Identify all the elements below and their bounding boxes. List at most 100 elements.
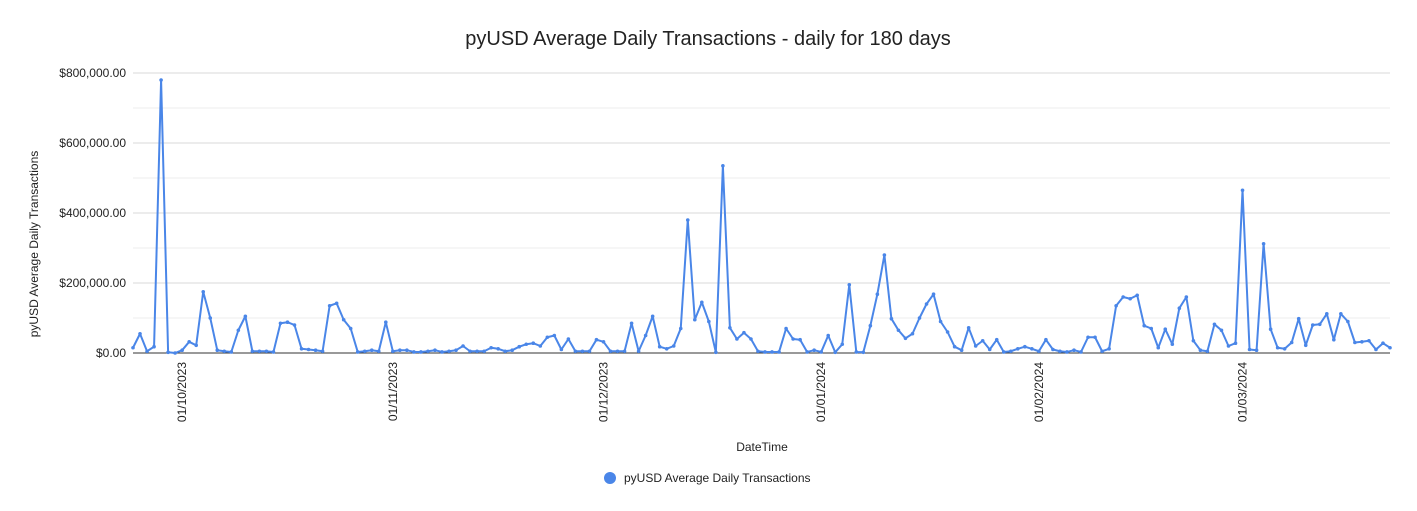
legend-marker: [604, 472, 616, 484]
data-point: [994, 337, 999, 342]
series-points: [131, 78, 1392, 355]
data-point: [1310, 323, 1315, 327]
data-point: [517, 344, 522, 349]
data-point: [201, 289, 206, 294]
data-point: [412, 350, 416, 354]
data-point: [440, 350, 444, 354]
data-point: [538, 344, 543, 348]
data-point: [1339, 312, 1343, 316]
data-point: [847, 282, 852, 287]
data-point: [882, 253, 887, 257]
data-point: [433, 348, 437, 353]
data-point: [384, 320, 388, 325]
data-point: [264, 349, 269, 354]
data-point: [861, 350, 866, 355]
data-point: [938, 319, 943, 324]
data-point: [763, 350, 767, 354]
legend-label: pyUSD Average Daily Transactions: [624, 471, 811, 485]
data-point: [791, 337, 795, 341]
data-point: [194, 343, 198, 348]
data-point: [236, 328, 241, 333]
data-point: [496, 347, 500, 351]
data-point: [376, 349, 381, 354]
data-point: [805, 350, 809, 354]
data-point: [636, 349, 641, 354]
data-point: [1114, 303, 1118, 308]
data-point: [980, 338, 985, 343]
data-point: [749, 337, 753, 341]
data-point: [1360, 340, 1364, 344]
data-point: [292, 323, 297, 327]
y-tick-label: $800,000.00: [59, 66, 126, 80]
data-point: [348, 326, 353, 331]
data-point: [229, 350, 234, 354]
data-point: [278, 321, 283, 326]
data-point: [1198, 348, 1203, 353]
data-point: [1093, 335, 1097, 340]
data-point: [601, 340, 606, 344]
data-point: [1346, 319, 1350, 324]
data-point: [531, 341, 536, 346]
data-point: [341, 317, 346, 322]
data-point: [362, 349, 367, 354]
data-point: [215, 348, 220, 353]
data-point: [812, 348, 816, 353]
data-point: [454, 348, 458, 353]
data-point: [1079, 350, 1083, 354]
data-point: [152, 344, 156, 349]
data-point: [896, 328, 901, 333]
x-tick-label: 01/11/2023: [386, 362, 400, 421]
y-axis-ticks: $0.00 $200,000.00 $400,000.00 $600,000.00 $8…: [59, 66, 126, 360]
data-point: [826, 333, 831, 338]
data-point: [594, 337, 599, 342]
data-point: [391, 349, 395, 354]
data-point: [1023, 344, 1027, 349]
chart-title: pyUSD Average Daily Transactions - daily…: [465, 28, 950, 50]
data-point: [1128, 296, 1132, 301]
data-point: [917, 316, 922, 320]
data-point: [966, 326, 971, 330]
data-point: [271, 350, 276, 354]
data-point: [1037, 349, 1041, 354]
x-tick-label: 01/01/2024: [814, 362, 828, 422]
data-point: [1374, 347, 1378, 352]
data-point: [721, 163, 725, 168]
data-point: [489, 345, 493, 350]
data-point: [1072, 348, 1076, 353]
data-point: [1065, 350, 1069, 354]
data-point: [1121, 295, 1125, 299]
data-point: [398, 348, 402, 353]
data-point: [945, 330, 950, 334]
data-point: [685, 218, 690, 222]
data-point: [1240, 188, 1245, 193]
data-point: [1051, 347, 1055, 352]
x-axis-ticks: 01/10/2023 01/11/2023 01/12/2023 01/01/2024…: [175, 362, 1249, 422]
data-point: [1205, 349, 1210, 354]
data-point: [566, 337, 571, 341]
data-point: [510, 348, 515, 353]
data-point: [1317, 322, 1322, 327]
data-point: [784, 326, 788, 331]
data-point: [587, 349, 592, 354]
data-point: [334, 301, 339, 306]
data-point: [910, 331, 915, 336]
data-point: [833, 350, 838, 355]
data-point: [1008, 349, 1013, 354]
data-point: [131, 345, 135, 350]
data-point: [1212, 322, 1217, 327]
data-point: [714, 350, 718, 355]
data-point: [159, 78, 163, 82]
x-tick-label: 01/10/2023: [175, 362, 189, 422]
data-point: [987, 347, 992, 352]
x-axis-title: DateTime: [736, 440, 788, 454]
data-point: [671, 344, 676, 348]
data-point: [524, 342, 529, 347]
series-line: [132, 79, 1391, 354]
data-point: [1142, 323, 1147, 328]
data-point: [840, 342, 845, 347]
data-point: [1332, 337, 1336, 342]
data-point: [868, 323, 873, 328]
data-point: [692, 317, 697, 322]
data-point: [1191, 338, 1196, 343]
data-point: [924, 302, 929, 306]
